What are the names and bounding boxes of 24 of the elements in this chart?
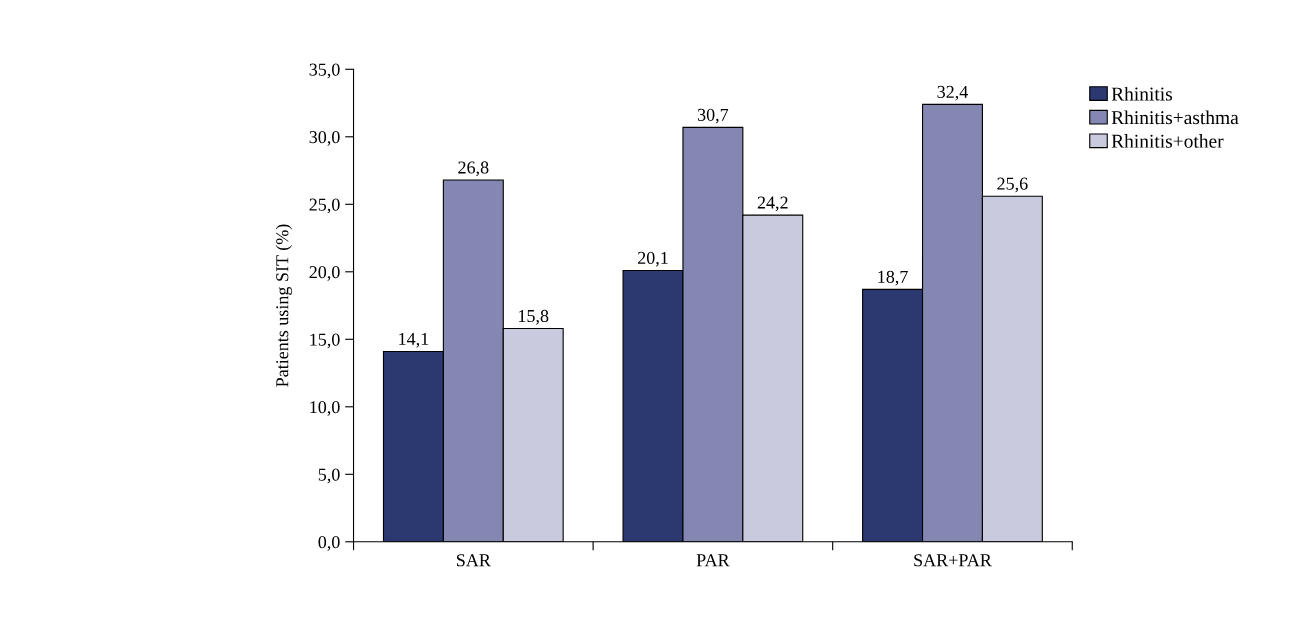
y-tick-label: 25,0 xyxy=(309,198,340,214)
data-label: 24,2 xyxy=(757,196,788,212)
x-tick-label: SAR+PAR xyxy=(914,554,992,567)
data-label: 18,7 xyxy=(878,270,908,286)
y-tick-label: 10,0 xyxy=(310,401,340,416)
y-tick-label: 30,0 xyxy=(309,131,340,146)
y-tick-label: 0,0 xyxy=(318,536,340,551)
x-tick-label: SAR xyxy=(456,554,491,567)
data-label: 25,6 xyxy=(997,177,1028,193)
data-label: 20,1 xyxy=(638,251,668,267)
y-tick-label: 20,0 xyxy=(309,266,340,281)
data-label: 26,8 xyxy=(458,161,489,177)
data-label: 14,1 xyxy=(399,332,429,348)
y-axis-title: Patients using SIT (%) xyxy=(275,224,293,387)
y-tick-label: 5,0 xyxy=(318,468,340,484)
legend-label: Rhinitis+other xyxy=(1111,134,1224,148)
y-tick-label: 35,0 xyxy=(309,63,340,79)
x-tick-label: PAR xyxy=(696,554,730,567)
y-tick-label: 15,0 xyxy=(310,333,340,349)
legend-label: Rhinitis xyxy=(1111,86,1173,101)
data-label: 32,4 xyxy=(937,85,968,101)
legend-label: Rhinitis+asthma xyxy=(1111,110,1239,125)
data-label: 15,8 xyxy=(519,309,549,325)
data-label: 30,7 xyxy=(697,108,729,124)
